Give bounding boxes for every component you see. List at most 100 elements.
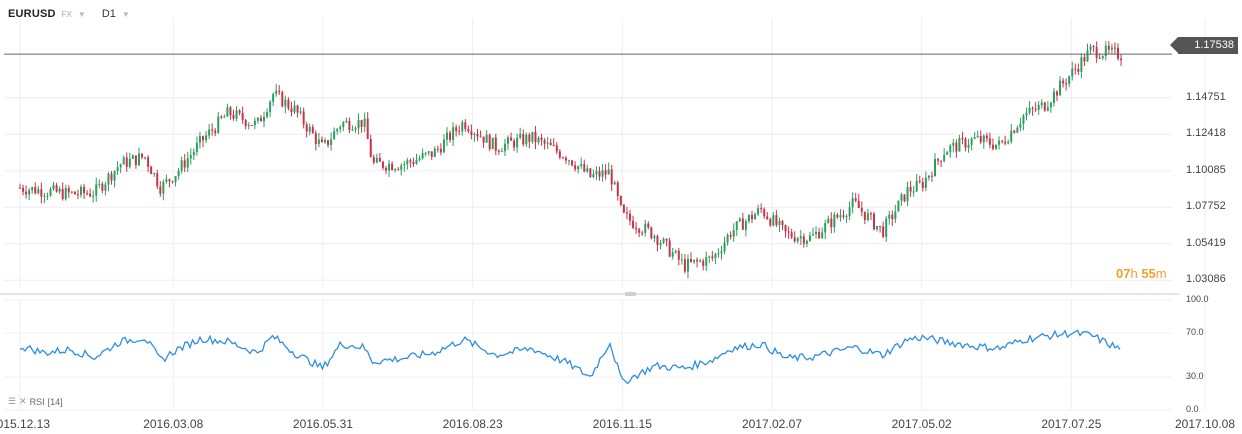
candle-body [232, 115, 235, 119]
candle-body [372, 157, 375, 163]
time-tick-label: 2016.11.15 [592, 417, 652, 431]
candle-body [891, 214, 894, 219]
candle-body [83, 186, 86, 194]
candle-body [375, 157, 378, 163]
candle-body [543, 140, 546, 144]
candle-body [943, 154, 946, 162]
candle-body [244, 119, 247, 127]
candle-body [1007, 141, 1010, 144]
candle-body [854, 198, 857, 201]
candle-body [43, 196, 46, 198]
candle-body [55, 185, 58, 192]
candle-body [446, 132, 448, 140]
candle-body [812, 234, 814, 236]
candle-body [192, 151, 195, 156]
candle-body [342, 122, 345, 127]
candle-body [37, 189, 40, 194]
candle-body [564, 157, 567, 161]
candle-body [1010, 130, 1013, 142]
candle-body [223, 116, 226, 118]
candle-body [195, 142, 198, 152]
candle-body [1117, 47, 1119, 59]
candle-body [686, 258, 689, 272]
candle-body [540, 137, 543, 141]
time-tick-label: 2015.12.13 [0, 417, 51, 431]
candle-body [165, 179, 168, 182]
rsi-tick-label: 30.0 [1186, 371, 1204, 381]
candle-body [1043, 102, 1046, 111]
candle-body [208, 129, 211, 136]
candle-body [863, 211, 866, 221]
candle-body [409, 160, 412, 163]
candle-body [821, 232, 824, 239]
candle-body [491, 137, 494, 150]
candle-body [110, 173, 113, 181]
indicator-settings-icon[interactable]: ☰ [8, 396, 17, 406]
candle-body [638, 229, 641, 233]
candle-body [836, 214, 839, 218]
candle-body [699, 260, 702, 262]
candle-body [589, 168, 592, 177]
candle-body [400, 165, 403, 170]
candle-body [744, 221, 747, 230]
candle-body [674, 250, 677, 253]
candle-body [726, 234, 729, 243]
candle-body [741, 218, 744, 230]
candle-body [738, 218, 741, 222]
candle-body [80, 186, 82, 195]
candle-body [98, 183, 101, 185]
remove-indicator-icon[interactable]: ✕ [19, 396, 27, 406]
candle-body [894, 211, 897, 219]
price-tick-label: 1.07752 [1186, 200, 1226, 213]
candle-body [436, 148, 439, 150]
candle-body [101, 183, 104, 191]
time-tick-label: 2017.10.08 [1174, 417, 1236, 431]
candle-body [403, 164, 406, 166]
candle-body [747, 214, 750, 222]
time-tick-label: 2016.08.23 [442, 417, 503, 431]
rsi-period: [14] [47, 396, 63, 407]
candle-body [973, 137, 976, 139]
candle-body [473, 133, 476, 135]
candle-body [552, 145, 555, 147]
candle-body [455, 127, 458, 132]
candle-body [915, 180, 918, 192]
candle-body [442, 139, 445, 153]
candle-body [290, 108, 293, 113]
candle-body [668, 240, 671, 257]
timeframe-label[interactable]: D1 [101, 8, 116, 20]
candle-body [805, 240, 808, 244]
candle-body [555, 145, 558, 152]
candle-body [729, 234, 732, 237]
candle-body [391, 163, 394, 171]
candle-body [519, 134, 522, 138]
symbol-label[interactable]: EURUSD [8, 8, 56, 20]
candle-body [348, 120, 351, 131]
candle-body [735, 221, 738, 230]
pane-resize-handle [625, 292, 636, 296]
candle-body [732, 229, 735, 237]
candle-body [354, 128, 357, 130]
candle-body [717, 253, 720, 255]
candle-body [449, 132, 452, 140]
candle-body [439, 148, 442, 153]
candle-body [156, 173, 159, 187]
candle-body [991, 144, 994, 149]
candle-body [616, 182, 619, 197]
candle-body [247, 125, 250, 127]
timeframe-dropdown-icon[interactable]: ▼ [121, 9, 130, 19]
candle-body [360, 119, 363, 127]
candle-body [107, 173, 110, 185]
candle-body [766, 216, 769, 220]
candle-body [653, 236, 656, 239]
symbol-dropdown-icon[interactable]: ▼ [77, 9, 86, 19]
candle-body [366, 118, 369, 139]
candle-body [934, 159, 936, 177]
candle-body [503, 143, 506, 152]
candle-body [751, 214, 753, 220]
rsi-indicator-label: ☰ ✕ RSI [14] [8, 396, 63, 407]
candle-body [229, 107, 232, 116]
candle-body [1059, 80, 1062, 96]
